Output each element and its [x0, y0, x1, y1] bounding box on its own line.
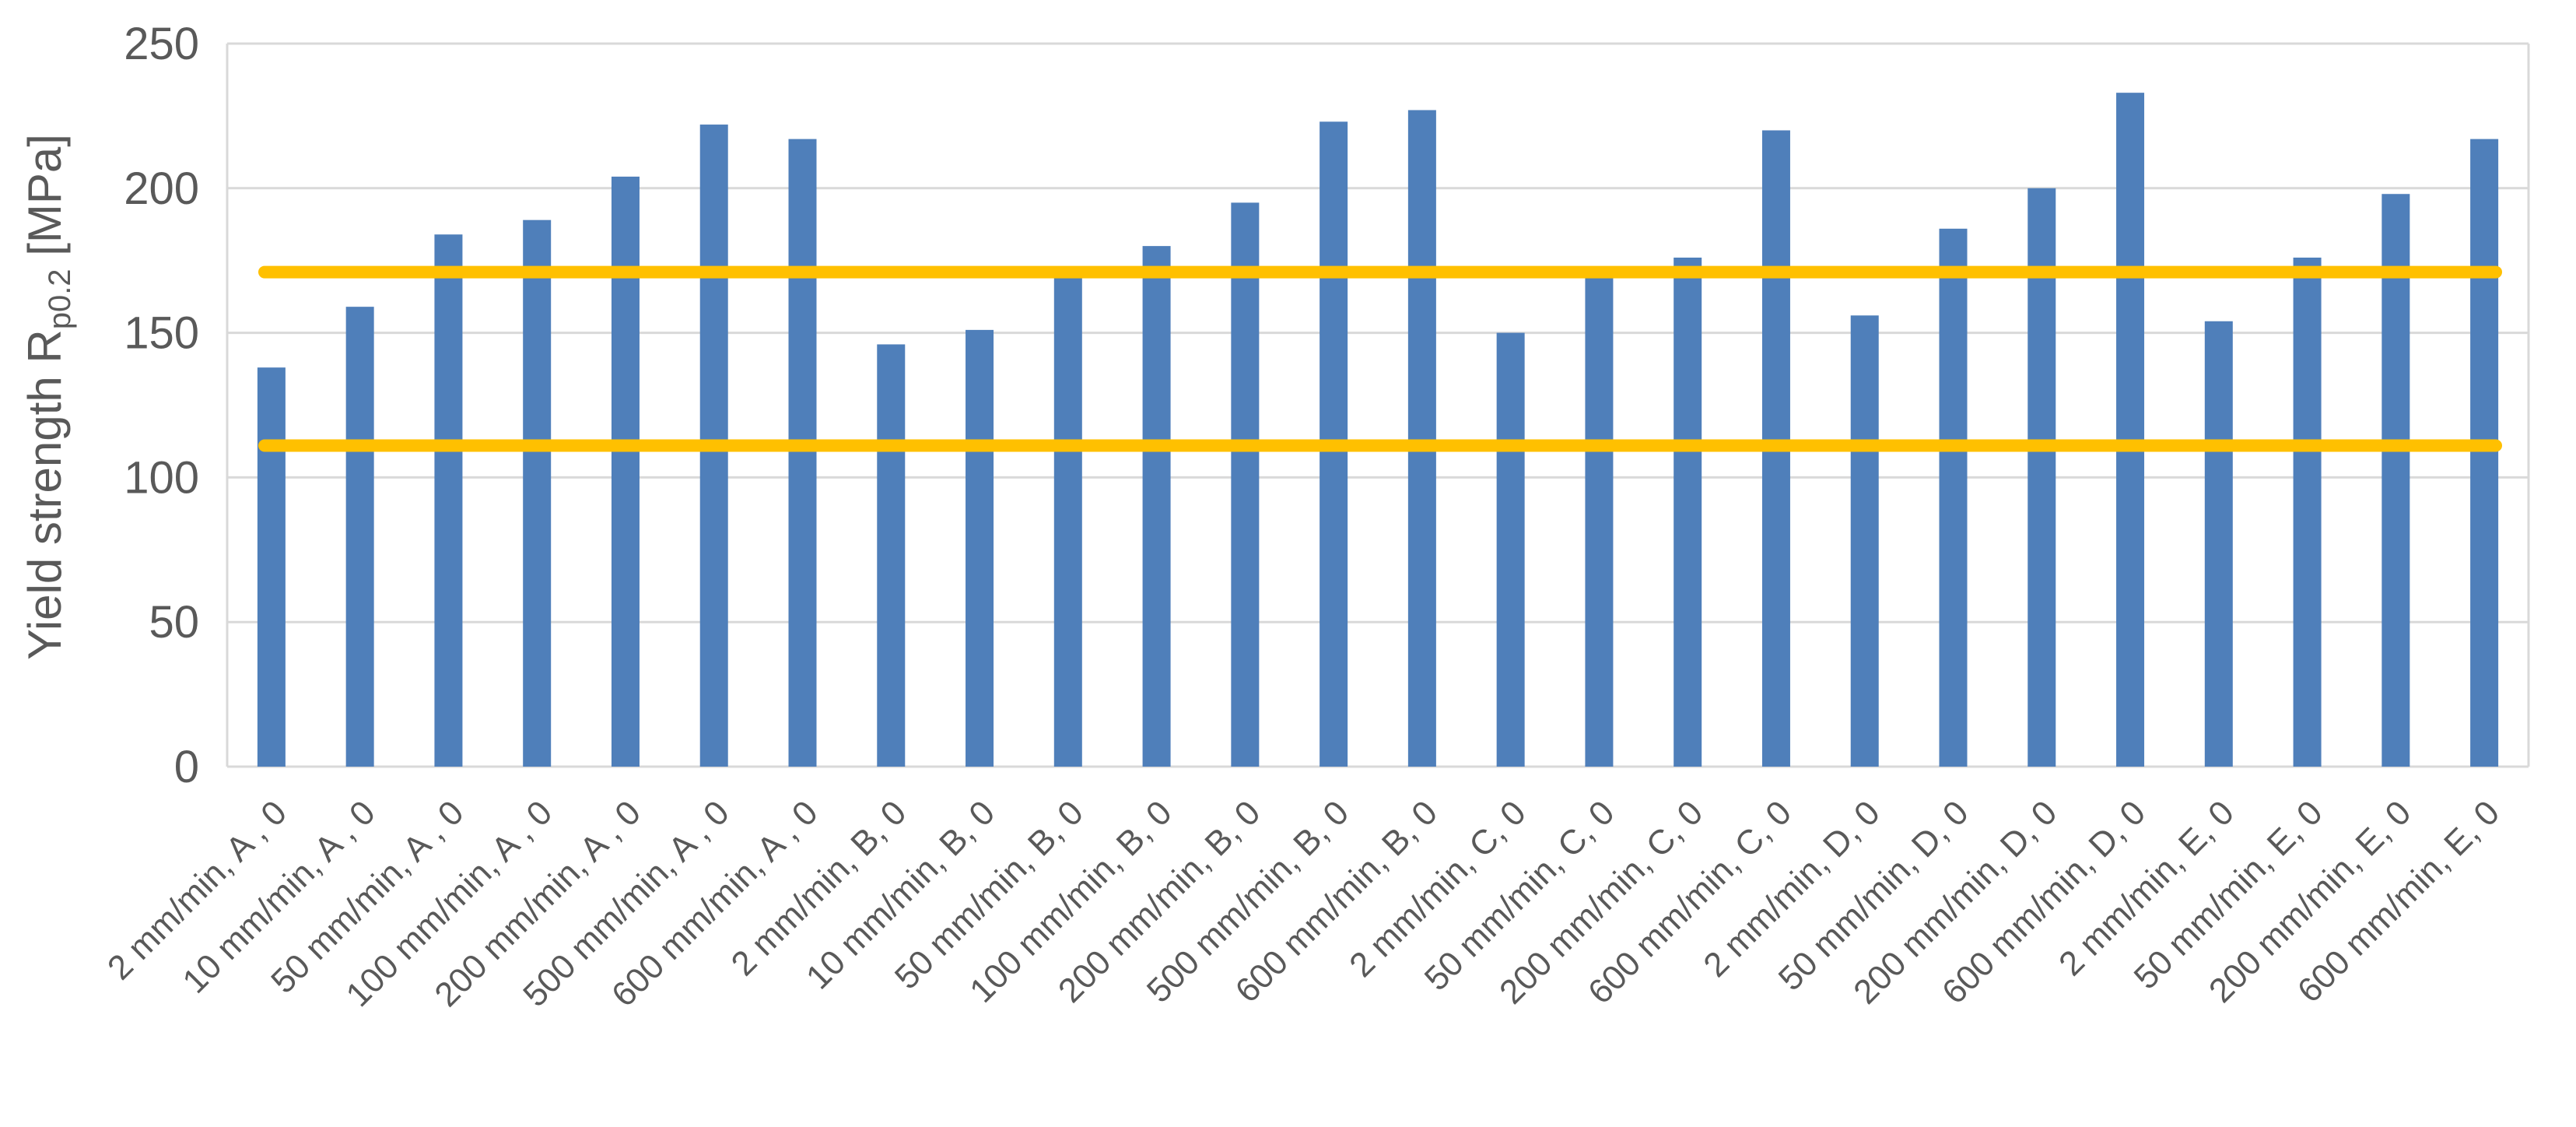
- bar: [523, 219, 552, 767]
- y-tick-label: 150: [124, 308, 199, 359]
- y-tick-label: 50: [149, 597, 199, 648]
- bar: [1496, 332, 1525, 767]
- y-axis-title: Yield strength Rp0.2 [MPa]: [19, 134, 77, 660]
- bar: [611, 176, 640, 767]
- y-axis-title-subscript: p0.2: [43, 269, 77, 329]
- gridlines: [227, 42, 2529, 768]
- bar: [2028, 188, 2056, 767]
- x-tick-labels: 2 mm/min, A , 010 mm/min, A , 050 mm/min…: [100, 793, 2507, 1014]
- y-tick-label: 200: [124, 163, 199, 214]
- bar: [257, 367, 286, 767]
- axes: [226, 44, 2530, 767]
- bar: [1674, 257, 1702, 767]
- bar: [1231, 202, 1260, 767]
- bar: [434, 234, 463, 767]
- bar: [1142, 246, 1171, 767]
- bar: [1407, 110, 1436, 767]
- bar: [2381, 194, 2410, 767]
- bar: [1053, 275, 1082, 767]
- bar: [2293, 257, 2322, 767]
- bar: [966, 329, 994, 767]
- bar: [1850, 315, 1879, 767]
- bar: [2204, 321, 2233, 767]
- bar: [877, 344, 906, 767]
- y-tick-label: 250: [124, 19, 199, 69]
- y-tick-label: 100: [124, 452, 199, 503]
- bar: [1585, 275, 1614, 767]
- bar: [788, 139, 817, 767]
- bars: [257, 93, 2499, 767]
- reference-lines: [258, 265, 2502, 452]
- y-tick-labels: 0 50 100 150 200 250: [124, 19, 199, 792]
- bar: [2116, 93, 2145, 767]
- y-tick-label: 0: [174, 742, 199, 792]
- bar: [2470, 139, 2499, 767]
- bar: [345, 307, 374, 767]
- y-axis-title-unit: [MPa]: [19, 134, 71, 269]
- bar: [1939, 228, 1968, 767]
